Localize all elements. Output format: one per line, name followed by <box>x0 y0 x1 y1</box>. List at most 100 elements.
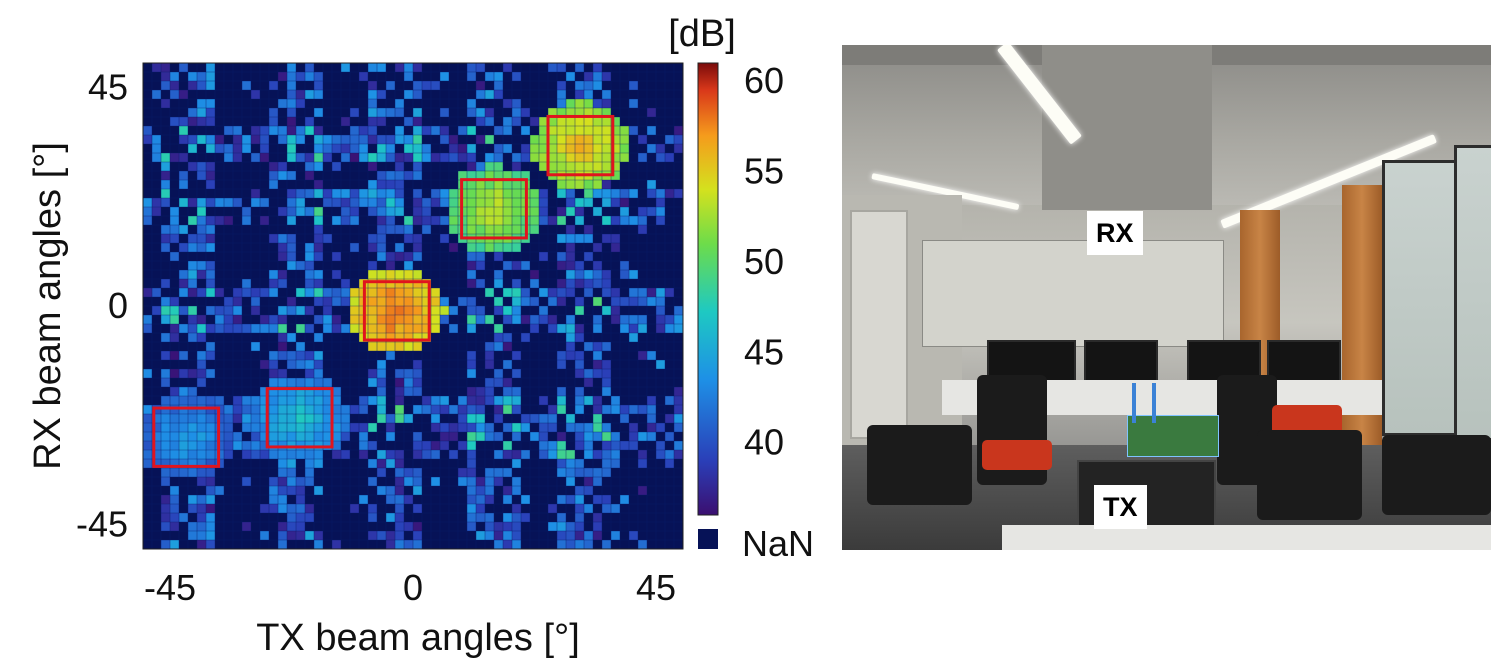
heatmap-cell <box>197 243 206 252</box>
heatmap-cell <box>314 72 323 81</box>
heatmap-cell <box>377 198 386 207</box>
heatmap-cell <box>557 360 566 369</box>
heatmap-cell <box>413 306 422 315</box>
heatmap-cell <box>602 450 611 459</box>
heatmap-cell <box>485 243 494 252</box>
heatmap-cell <box>350 423 359 432</box>
heatmap-cell <box>314 369 323 378</box>
heatmap-cell <box>242 288 251 297</box>
heatmap-cell <box>413 405 422 414</box>
heatmap-cell <box>494 207 503 216</box>
heatmap-cell <box>296 288 305 297</box>
colorbar-tick-label: 45 <box>744 331 784 372</box>
heatmap-cell <box>233 135 242 144</box>
heatmap-cell <box>404 468 413 477</box>
heatmap-cell <box>530 279 539 288</box>
heatmap-cell <box>449 207 458 216</box>
heatmap-cell <box>395 531 404 540</box>
heatmap-cell <box>422 144 431 153</box>
heatmap-cell <box>179 279 188 288</box>
heatmap-cell <box>413 216 422 225</box>
heatmap-cell <box>575 423 584 432</box>
heatmap-cell <box>566 72 575 81</box>
heatmap-cell <box>629 315 638 324</box>
heatmap-cell <box>413 234 422 243</box>
heatmap-cell <box>197 414 206 423</box>
heatmap-cell <box>557 288 566 297</box>
heatmap-cell <box>467 351 476 360</box>
heatmap-cell <box>575 207 584 216</box>
heatmap-cell <box>566 270 575 279</box>
heatmap-cell <box>575 297 584 306</box>
heatmap-cell <box>620 261 629 270</box>
heatmap-cell <box>170 216 179 225</box>
heatmap-cell <box>296 360 305 369</box>
heatmap-cell <box>368 297 377 306</box>
heatmap-cell <box>224 126 233 135</box>
heatmap-cell <box>170 540 179 549</box>
heatmap-cell <box>512 396 521 405</box>
heatmap-cell <box>188 162 197 171</box>
heatmap-cell <box>269 270 278 279</box>
heatmap-cell <box>377 333 386 342</box>
heatmap-cell <box>494 90 503 99</box>
heatmap-cell <box>386 153 395 162</box>
heatmap-cell <box>584 378 593 387</box>
heatmap-cell <box>593 495 602 504</box>
heatmap-cell <box>350 198 359 207</box>
heatmap-cell <box>476 477 485 486</box>
heatmap-cell <box>665 135 674 144</box>
heatmap-cell <box>350 108 359 117</box>
heatmap-cell <box>206 459 215 468</box>
highlight-box <box>362 280 431 342</box>
heatmap-cell <box>206 306 215 315</box>
heatmap-cell <box>332 387 341 396</box>
heatmap-cell <box>323 297 332 306</box>
heatmap-cell <box>467 441 476 450</box>
heatmap-cell <box>377 369 386 378</box>
heatmap-cell <box>413 243 422 252</box>
heatmap-cell <box>566 261 575 270</box>
heatmap-cell <box>278 171 287 180</box>
heatmap-cell <box>350 216 359 225</box>
heatmap-cell <box>314 459 323 468</box>
heatmap-cell <box>530 198 539 207</box>
heatmap-cell <box>368 324 377 333</box>
heatmap-cell <box>377 135 386 144</box>
heatmap-cell <box>287 432 296 441</box>
heatmap-cell <box>314 387 323 396</box>
heatmap-cell <box>575 90 584 99</box>
heatmap-cell <box>593 63 602 72</box>
heatmap-cell <box>575 441 584 450</box>
heatmap-cell <box>161 423 170 432</box>
heatmap-cell <box>584 540 593 549</box>
heatmap-cell <box>647 423 656 432</box>
heatmap-cell <box>242 135 251 144</box>
heatmap-cell <box>233 414 242 423</box>
colorbar-tick-label: 55 <box>744 150 784 191</box>
heatmap-cell <box>260 135 269 144</box>
heatmap-cell <box>179 432 188 441</box>
heatmap-cell <box>449 216 458 225</box>
heatmap-cell <box>179 441 188 450</box>
heatmap-cell <box>188 234 197 243</box>
heatmap-cell <box>602 198 611 207</box>
heatmap-cell <box>143 423 152 432</box>
heatmap-cell <box>269 234 278 243</box>
heatmap-cell <box>188 522 197 531</box>
heatmap-cell <box>512 369 521 378</box>
heatmap-cell <box>503 261 512 270</box>
heatmap-cell <box>521 513 530 522</box>
heatmap-cell <box>314 90 323 99</box>
heatmap-cell <box>503 225 512 234</box>
heatmap-cell <box>161 234 170 243</box>
heatmap-cell <box>467 423 476 432</box>
heatmap-cell <box>656 324 665 333</box>
heatmap-cell <box>539 396 548 405</box>
heatmap-cell <box>314 432 323 441</box>
heatmap-cell <box>503 396 512 405</box>
heatmap-cell <box>575 531 584 540</box>
heatmap-cell <box>296 513 305 522</box>
heatmap-cell <box>593 135 602 144</box>
heatmap-cell <box>476 171 485 180</box>
